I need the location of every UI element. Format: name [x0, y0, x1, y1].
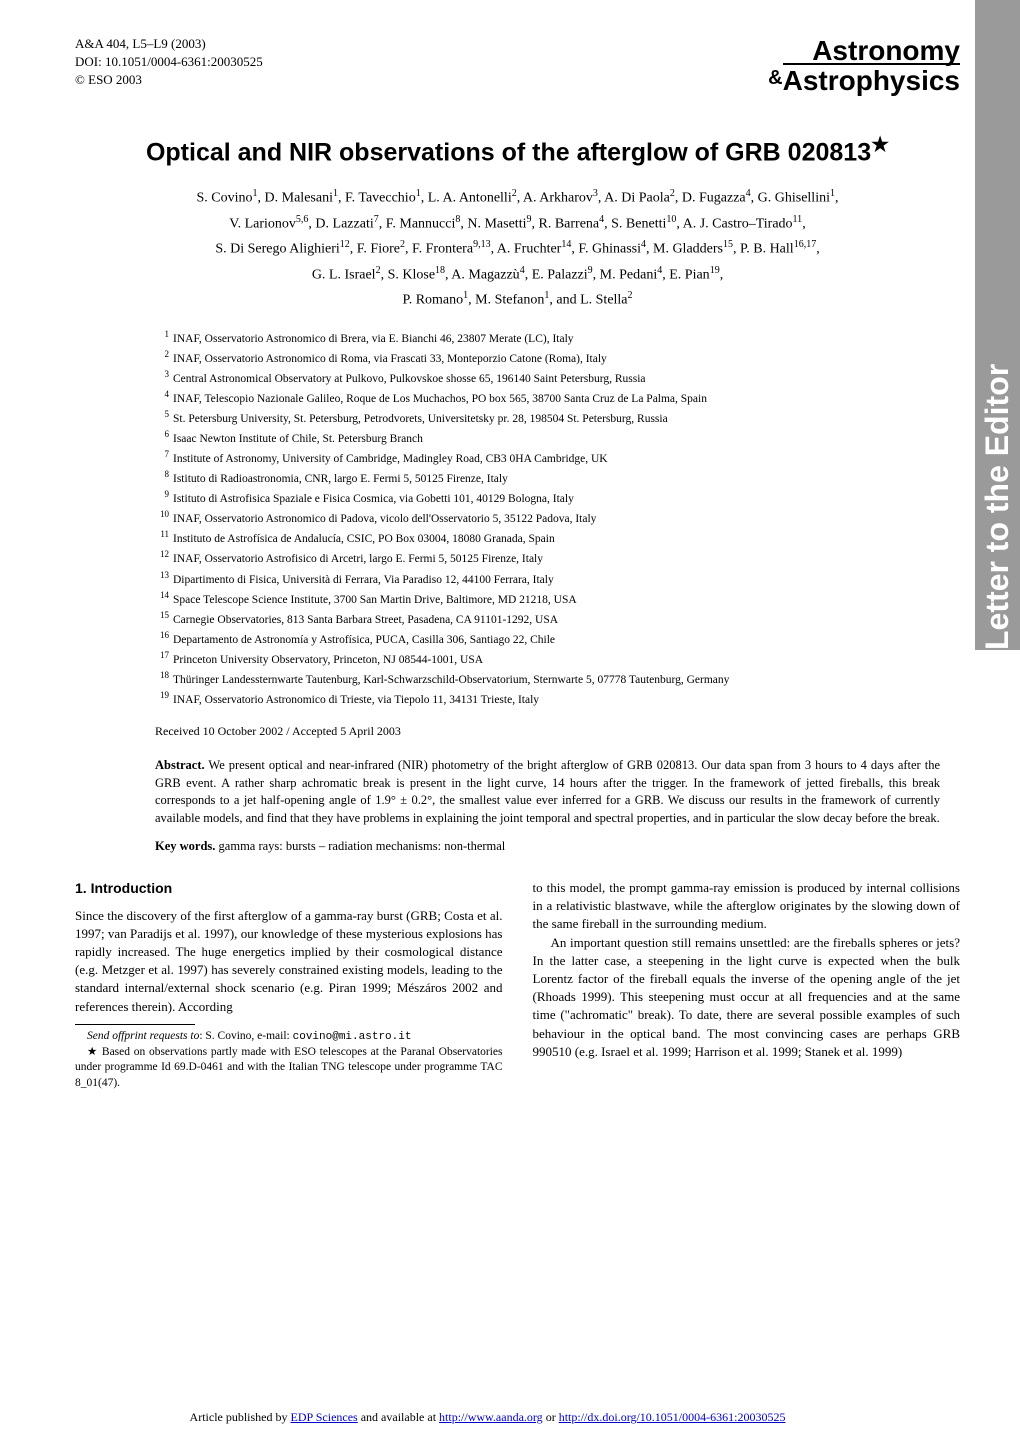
- footer-mid: or: [543, 1410, 559, 1424]
- paragraph: to this model, the prompt gamma-ray emis…: [533, 879, 961, 934]
- title-star: ★: [871, 134, 889, 156]
- abstract-text: We present optical and near-infrared (NI…: [155, 758, 940, 825]
- citation: A&A 404, L5–L9 (2003): [75, 35, 263, 53]
- affiliation-item: 7Institute of Astronomy, University of C…: [155, 448, 960, 468]
- footnote-text: : S. Covino, e-mail:: [199, 1030, 292, 1042]
- footer-mid: and available at: [358, 1410, 439, 1424]
- keywords-text: gamma rays: bursts – radiation mechanism…: [219, 839, 506, 853]
- footer-link-site[interactable]: http://www.aanda.org: [439, 1410, 543, 1424]
- footnote-label: Send offprint requests to: [87, 1030, 199, 1042]
- affiliations: 1INAF, Osservatorio Astronomico di Brera…: [155, 328, 960, 709]
- header-row: A&A 404, L5–L9 (2003) DOI: 10.1051/0004-…: [75, 35, 960, 97]
- abstract: Abstract. We present optical and near-in…: [155, 757, 940, 827]
- footer-link-doi[interactable]: http://dx.doi.org/10.1051/0004-6361:2003…: [559, 1410, 786, 1424]
- two-column-body: 1. Introduction Since the discovery of t…: [75, 879, 960, 1091]
- keywords-label: Key words.: [155, 839, 215, 853]
- affiliation-item: 16Departamento de Astronomía y Astrofísi…: [155, 629, 960, 649]
- copyright: © ESO 2003: [75, 71, 263, 89]
- affiliation-item: 5St. Petersburg University, St. Petersbu…: [155, 408, 960, 428]
- footer: Article published by EDP Sciences and av…: [0, 1410, 975, 1425]
- affiliation-item: 9Istituto di Astrofisica Spaziale e Fisi…: [155, 488, 960, 508]
- affiliation-item: 18Thüringer Landessternwarte Tautenburg,…: [155, 669, 960, 689]
- authors: S. Covino1, D. Malesani1, F. Tavecchio1,…: [75, 185, 960, 312]
- footnote-text: Based on observations partly made with E…: [75, 1046, 503, 1089]
- affiliation-item: 1INAF, Osservatorio Astronomico di Brera…: [155, 328, 960, 348]
- footnote-email: covino@mi.astro.it: [293, 1031, 412, 1043]
- abstract-label: Abstract.: [155, 758, 205, 772]
- footer-prefix: Article published by: [190, 1410, 291, 1424]
- affiliation-item: 10INAF, Osservatorio Astronomico di Pado…: [155, 508, 960, 528]
- section-heading: 1. Introduction: [75, 879, 503, 899]
- footer-link-publisher[interactable]: EDP Sciences: [291, 1410, 358, 1424]
- footnote-star: ★: [87, 1046, 98, 1058]
- doi: DOI: 10.1051/0004-6361:20030525: [75, 53, 263, 71]
- affiliation-item: 17Princeton University Observatory, Prin…: [155, 649, 960, 669]
- affiliation-item: 4INAF, Telescopio Nazionale Galileo, Roq…: [155, 388, 960, 408]
- footnote-separator: [75, 1024, 195, 1025]
- affiliation-item: 13Dipartimento di Fisica, Università di …: [155, 569, 960, 589]
- affiliation-item: 19INAF, Osservatorio Astronomico di Trie…: [155, 689, 960, 709]
- logo-astrophysics: Astrophysics: [783, 63, 960, 97]
- affiliation-item: 2INAF, Osservatorio Astronomico di Roma,…: [155, 348, 960, 368]
- logo-ampersand: &: [768, 67, 782, 89]
- footnote-observations: ★ Based on observations partly made with…: [75, 1045, 503, 1092]
- right-column: to this model, the prompt gamma-ray emis…: [533, 879, 961, 1091]
- header-left: A&A 404, L5–L9 (2003) DOI: 10.1051/0004-…: [75, 35, 263, 90]
- affiliation-item: 15Carnegie Observatories, 813 Santa Barb…: [155, 609, 960, 629]
- affiliation-item: 8Istituto di Radioastronomia, CNR, largo…: [155, 468, 960, 488]
- paragraph: An important question still remains unse…: [533, 934, 961, 1061]
- paper-title: Optical and NIR observations of the afte…: [75, 132, 960, 167]
- affiliation-item: 3Central Astronomical Observatory at Pul…: [155, 368, 960, 388]
- footnote-offprint: Send offprint requests to: S. Covino, e-…: [75, 1029, 503, 1045]
- received-date: Received 10 October 2002 / Accepted 5 Ap…: [155, 724, 960, 739]
- paragraph: Since the discovery of the first aftergl…: [75, 907, 503, 1016]
- affiliation-item: 6Isaac Newton Institute of Chile, St. Pe…: [155, 428, 960, 448]
- affiliation-item: 12INAF, Osservatorio Astrofisico di Arce…: [155, 548, 960, 568]
- left-column: 1. Introduction Since the discovery of t…: [75, 879, 503, 1091]
- keywords: Key words. gamma rays: bursts – radiatio…: [155, 839, 940, 854]
- affiliation-item: 11Instituto de Astrofísica de Andalucía,…: [155, 528, 960, 548]
- title-text: Optical and NIR observations of the afte…: [146, 138, 871, 166]
- journal-logo: Astronomy &Astrophysics: [768, 35, 960, 97]
- affiliation-item: 14Space Telescope Science Institute, 370…: [155, 589, 960, 609]
